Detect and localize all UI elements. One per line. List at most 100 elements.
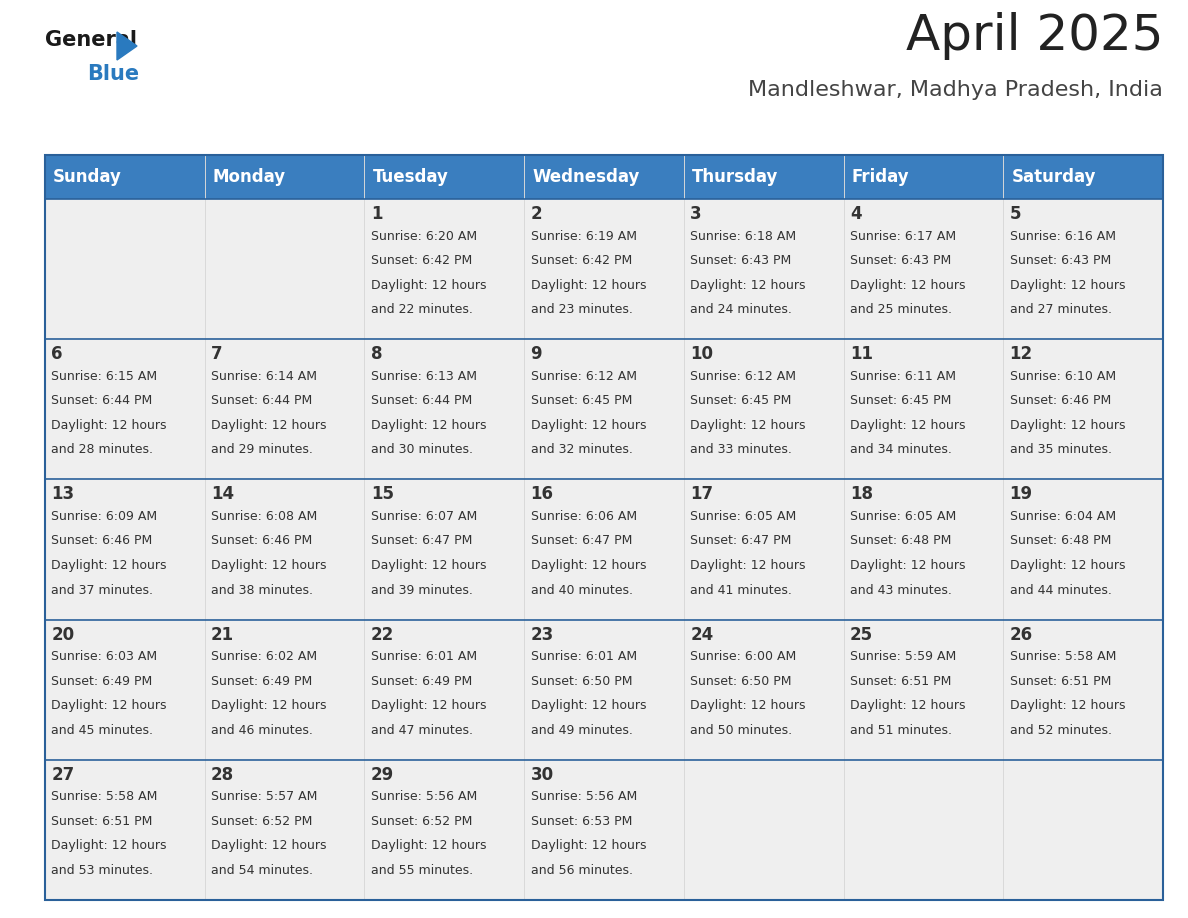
Text: 29: 29 (371, 766, 394, 784)
Text: 30: 30 (531, 766, 554, 784)
Text: Sunrise: 6:12 AM: Sunrise: 6:12 AM (531, 370, 637, 383)
Text: 11: 11 (849, 345, 873, 364)
Text: and 43 minutes.: and 43 minutes. (849, 584, 952, 597)
Text: 28: 28 (211, 766, 234, 784)
Bar (684, 620, 843, 760)
Text: Sunset: 6:43 PM: Sunset: 6:43 PM (1010, 254, 1111, 267)
Text: and 23 minutes.: and 23 minutes. (531, 303, 632, 316)
Text: Daylight: 12 hours: Daylight: 12 hours (849, 278, 966, 292)
Bar (1004, 620, 1163, 760)
Text: Friday: Friday (852, 168, 909, 186)
Text: Sunrise: 5:56 AM: Sunrise: 5:56 AM (531, 790, 637, 803)
Text: Saturday: Saturday (1011, 168, 1095, 186)
Text: and 56 minutes.: and 56 minutes. (531, 864, 632, 877)
Text: and 49 minutes.: and 49 minutes. (531, 723, 632, 737)
Text: Daylight: 12 hours: Daylight: 12 hours (51, 559, 166, 572)
Text: Daylight: 12 hours: Daylight: 12 hours (531, 559, 646, 572)
Text: Sunset: 6:46 PM: Sunset: 6:46 PM (211, 534, 312, 547)
Text: Sunset: 6:51 PM: Sunset: 6:51 PM (1010, 675, 1111, 688)
Text: Sunrise: 5:58 AM: Sunrise: 5:58 AM (51, 790, 158, 803)
Text: 20: 20 (51, 625, 75, 644)
Text: and 37 minutes.: and 37 minutes. (51, 584, 153, 597)
Bar (524, 620, 684, 760)
Text: Sunrise: 6:11 AM: Sunrise: 6:11 AM (849, 370, 956, 383)
Text: Sunrise: 6:08 AM: Sunrise: 6:08 AM (211, 509, 317, 523)
Text: Daylight: 12 hours: Daylight: 12 hours (531, 700, 646, 712)
Text: Daylight: 12 hours: Daylight: 12 hours (690, 278, 805, 292)
Bar (1004, 155, 1163, 199)
Text: Sunset: 6:49 PM: Sunset: 6:49 PM (51, 675, 152, 688)
Text: 9: 9 (531, 345, 542, 364)
Bar (45, 620, 204, 760)
Text: 2: 2 (531, 205, 542, 223)
Bar (684, 479, 843, 620)
Text: 3: 3 (690, 205, 702, 223)
Text: Sunset: 6:45 PM: Sunset: 6:45 PM (531, 394, 632, 408)
Text: Sunset: 6:42 PM: Sunset: 6:42 PM (371, 254, 472, 267)
Bar (204, 339, 365, 479)
Text: and 47 minutes.: and 47 minutes. (371, 723, 473, 737)
Bar (1004, 760, 1163, 900)
Text: Daylight: 12 hours: Daylight: 12 hours (690, 559, 805, 572)
Bar (684, 155, 843, 199)
Text: and 27 minutes.: and 27 minutes. (1010, 303, 1112, 316)
Text: and 50 minutes.: and 50 minutes. (690, 723, 792, 737)
Text: Daylight: 12 hours: Daylight: 12 hours (531, 419, 646, 431)
Text: 16: 16 (531, 486, 554, 503)
Text: Sunrise: 5:57 AM: Sunrise: 5:57 AM (211, 790, 317, 803)
Bar (1004, 479, 1163, 620)
Bar (843, 339, 1004, 479)
Text: and 24 minutes.: and 24 minutes. (690, 303, 792, 316)
Text: Daylight: 12 hours: Daylight: 12 hours (849, 559, 966, 572)
Text: 17: 17 (690, 486, 713, 503)
Text: 22: 22 (371, 625, 394, 644)
Bar (1004, 199, 1163, 339)
Bar (204, 760, 365, 900)
Text: and 46 minutes.: and 46 minutes. (211, 723, 312, 737)
Text: Daylight: 12 hours: Daylight: 12 hours (531, 278, 646, 292)
Text: Sunset: 6:53 PM: Sunset: 6:53 PM (531, 815, 632, 828)
Text: 5: 5 (1010, 205, 1022, 223)
Bar (45, 479, 204, 620)
Text: Sunrise: 6:00 AM: Sunrise: 6:00 AM (690, 650, 796, 663)
Text: 25: 25 (849, 625, 873, 644)
Text: Sunset: 6:47 PM: Sunset: 6:47 PM (371, 534, 472, 547)
Bar (524, 479, 684, 620)
Text: and 45 minutes.: and 45 minutes. (51, 723, 153, 737)
Text: Daylight: 12 hours: Daylight: 12 hours (531, 839, 646, 853)
Text: Sunset: 6:44 PM: Sunset: 6:44 PM (51, 394, 152, 408)
Bar (204, 479, 365, 620)
Bar (365, 620, 524, 760)
Text: Sunrise: 6:20 AM: Sunrise: 6:20 AM (371, 230, 476, 242)
Text: Daylight: 12 hours: Daylight: 12 hours (371, 419, 486, 431)
Text: and 34 minutes.: and 34 minutes. (849, 443, 952, 456)
Text: Sunset: 6:42 PM: Sunset: 6:42 PM (531, 254, 632, 267)
Text: Blue: Blue (87, 64, 139, 84)
Text: Thursday: Thursday (691, 168, 778, 186)
Text: Daylight: 12 hours: Daylight: 12 hours (1010, 559, 1125, 572)
Text: Daylight: 12 hours: Daylight: 12 hours (371, 559, 486, 572)
Bar (843, 620, 1004, 760)
Text: Sunrise: 6:16 AM: Sunrise: 6:16 AM (1010, 230, 1116, 242)
Bar (45, 760, 204, 900)
Text: Sunset: 6:50 PM: Sunset: 6:50 PM (531, 675, 632, 688)
Text: and 54 minutes.: and 54 minutes. (211, 864, 314, 877)
Text: and 55 minutes.: and 55 minutes. (371, 864, 473, 877)
Bar (45, 155, 1163, 900)
Text: Daylight: 12 hours: Daylight: 12 hours (1010, 700, 1125, 712)
Text: and 30 minutes.: and 30 minutes. (371, 443, 473, 456)
Text: Daylight: 12 hours: Daylight: 12 hours (51, 700, 166, 712)
Text: 8: 8 (371, 345, 383, 364)
Text: General: General (45, 30, 137, 50)
Text: Sunrise: 5:58 AM: Sunrise: 5:58 AM (1010, 650, 1116, 663)
Polygon shape (116, 32, 137, 60)
Text: Sunrise: 6:09 AM: Sunrise: 6:09 AM (51, 509, 158, 523)
Text: Daylight: 12 hours: Daylight: 12 hours (690, 700, 805, 712)
Text: Sunset: 6:46 PM: Sunset: 6:46 PM (1010, 394, 1111, 408)
Text: Sunset: 6:52 PM: Sunset: 6:52 PM (211, 815, 312, 828)
Text: Sunset: 6:43 PM: Sunset: 6:43 PM (690, 254, 791, 267)
Text: Sunrise: 6:19 AM: Sunrise: 6:19 AM (531, 230, 637, 242)
Text: Mandleshwar, Madhya Pradesh, India: Mandleshwar, Madhya Pradesh, India (748, 80, 1163, 100)
Text: and 44 minutes.: and 44 minutes. (1010, 584, 1112, 597)
Text: and 25 minutes.: and 25 minutes. (849, 303, 952, 316)
